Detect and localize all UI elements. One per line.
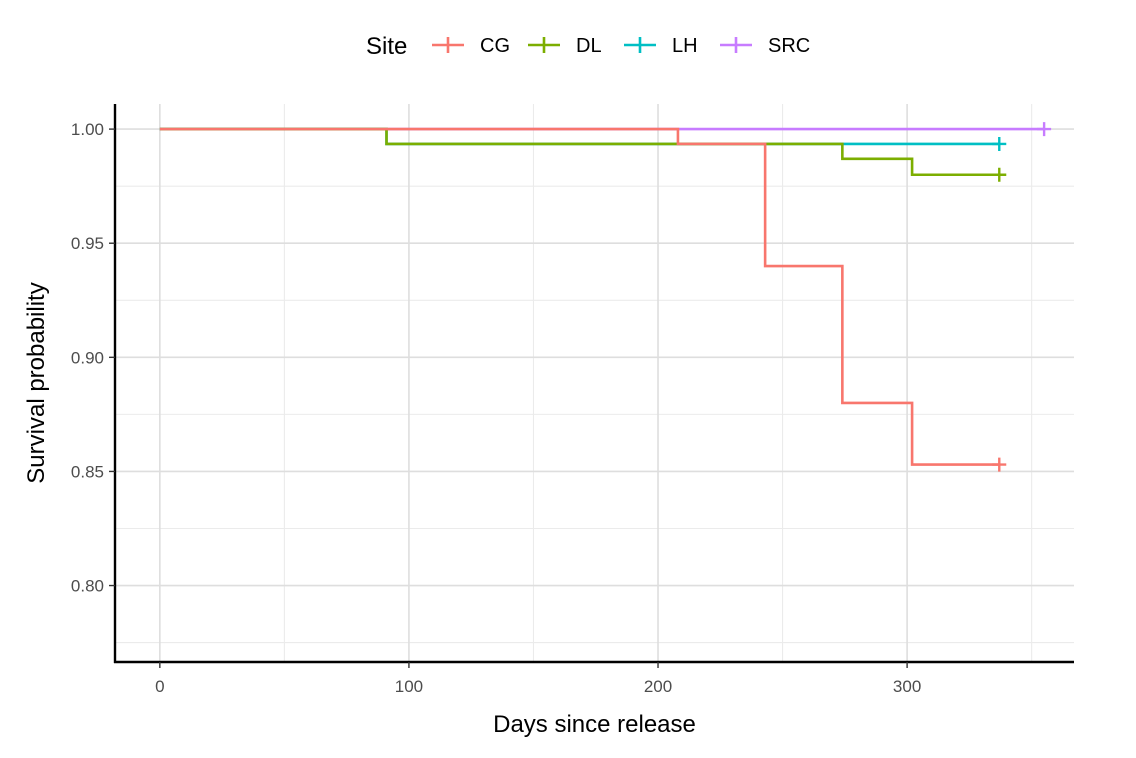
legend-label-src: SRC <box>768 35 810 57</box>
x-axis-title: Days since release <box>493 711 696 738</box>
legend-item-cg: CG <box>432 35 510 57</box>
legend-label-lh: LH <box>672 35 698 57</box>
y-tick-label: 0.95 <box>71 234 104 253</box>
legend-item-src: SRC <box>720 35 810 57</box>
major-grid <box>115 104 1074 662</box>
legend-item-dl: DL <box>528 35 602 57</box>
censor-mark-dl <box>992 167 1007 182</box>
y-tick-label: 0.85 <box>71 462 104 481</box>
ticks: 0 100 200 300 0.80 0.85 0.90 0.95 1.00 <box>71 120 921 696</box>
censor-mark-cg <box>992 457 1007 472</box>
legend-title: Site <box>366 33 407 60</box>
axes <box>113 104 1074 664</box>
minor-grid <box>115 104 1074 662</box>
legend-key-lh <box>624 37 656 53</box>
censor-mark-src <box>1037 122 1052 137</box>
series-layer <box>159 122 1052 472</box>
legend-item-lh: LH <box>624 35 698 57</box>
series-line-lh <box>159 127 1000 146</box>
y-axis-title: Survival probability <box>23 282 50 483</box>
legend-label-cg: CG <box>480 35 510 57</box>
series-line-cg <box>159 127 1000 466</box>
legend: Site CG DL LH SRC <box>366 33 810 60</box>
legend-label-dl: DL <box>576 35 602 57</box>
y-tick-label: 0.80 <box>71 577 104 596</box>
x-tick-label: 300 <box>893 677 921 696</box>
y-tick-label: 0.90 <box>71 348 104 367</box>
legend-key-cg <box>432 37 464 53</box>
x-tick-label: 200 <box>644 677 672 696</box>
series-line-dl <box>159 127 1000 177</box>
legend-key-dl <box>528 37 560 53</box>
censor-mark-lh <box>992 136 1007 151</box>
y-tick-label: 1.00 <box>71 120 104 139</box>
x-tick-label: 0 <box>155 677 164 696</box>
x-tick-label: 100 <box>395 677 423 696</box>
legend-key-src <box>720 37 752 53</box>
